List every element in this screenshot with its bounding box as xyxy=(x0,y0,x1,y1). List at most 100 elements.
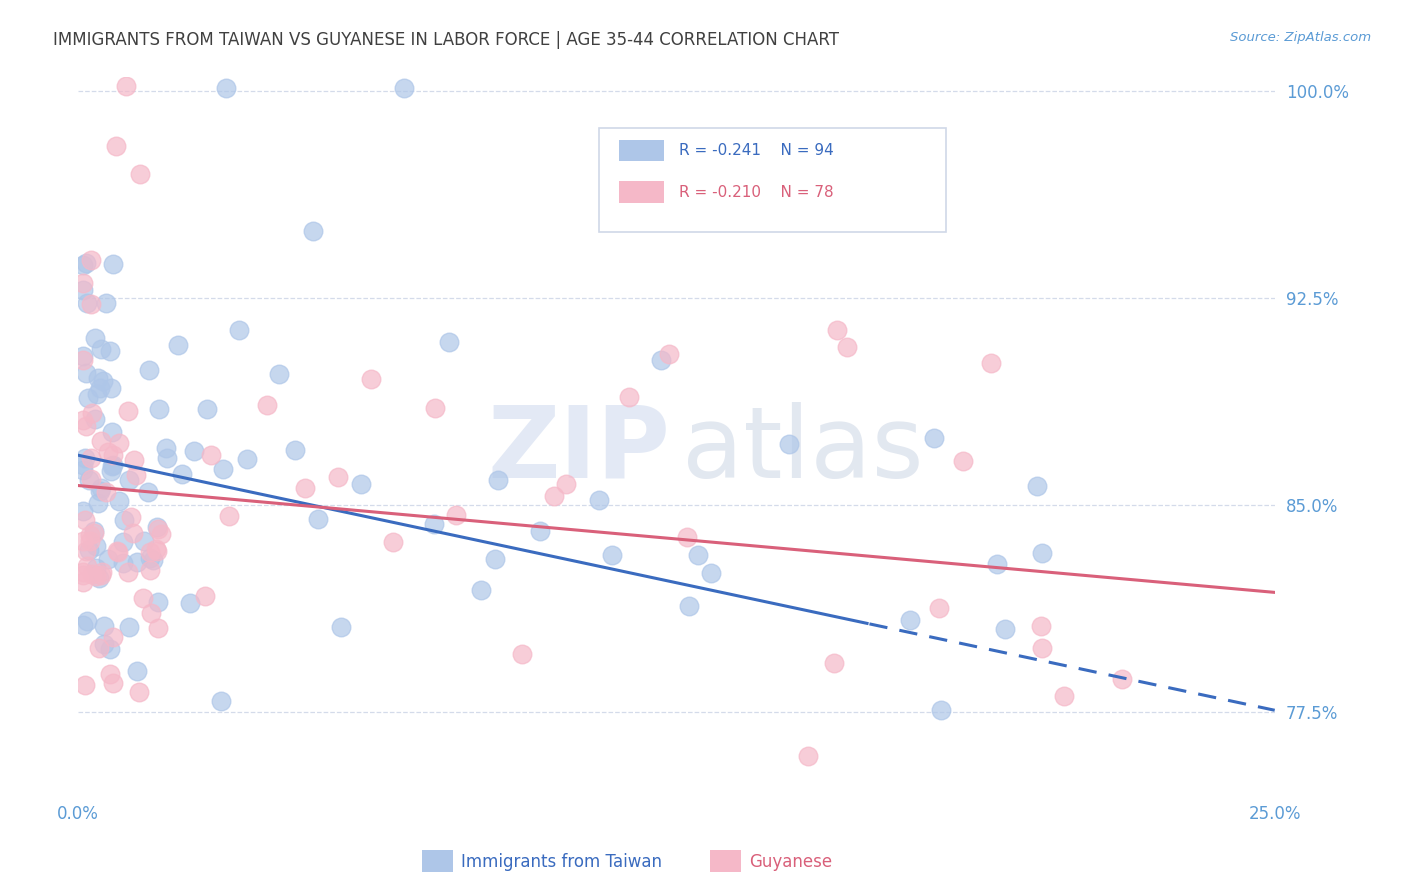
Point xyxy=(444,508,467,522)
Point xyxy=(108,435,131,450)
Point xyxy=(112,513,135,527)
Point xyxy=(486,474,509,488)
Point xyxy=(952,454,974,468)
Point xyxy=(76,295,98,310)
Point xyxy=(392,81,415,95)
Point xyxy=(218,508,240,523)
Point xyxy=(91,565,114,579)
Point xyxy=(77,543,100,558)
Point xyxy=(148,402,170,417)
Point xyxy=(1031,640,1053,655)
Point xyxy=(986,558,1008,572)
Point xyxy=(146,543,169,558)
Point xyxy=(148,621,170,635)
Point xyxy=(141,606,163,620)
Point xyxy=(115,78,138,93)
Point xyxy=(83,525,105,540)
Point xyxy=(75,419,97,434)
Point xyxy=(617,390,640,404)
Point xyxy=(75,367,97,381)
Point xyxy=(72,574,94,589)
Point xyxy=(72,413,94,427)
Point xyxy=(588,493,610,508)
Point xyxy=(93,637,115,651)
Point xyxy=(105,544,128,558)
Point xyxy=(72,618,94,632)
Point xyxy=(120,510,142,524)
Point xyxy=(101,257,124,271)
Point xyxy=(127,555,149,569)
Point xyxy=(103,630,125,644)
Point xyxy=(994,622,1017,636)
Point xyxy=(112,556,135,570)
Point xyxy=(101,458,124,473)
Point xyxy=(209,694,232,708)
Point xyxy=(134,534,156,549)
Point xyxy=(138,485,160,500)
Point xyxy=(146,595,169,609)
Point xyxy=(103,675,125,690)
Point xyxy=(100,381,122,395)
Point xyxy=(155,442,177,456)
Point xyxy=(80,567,103,582)
Point xyxy=(676,530,699,544)
Point xyxy=(980,356,1002,370)
Point xyxy=(179,596,201,610)
Point xyxy=(194,589,217,603)
Point xyxy=(146,519,169,533)
Point xyxy=(117,565,139,579)
Point xyxy=(87,371,110,385)
Text: Immigrants from Taiwan: Immigrants from Taiwan xyxy=(461,853,662,871)
Point xyxy=(111,534,134,549)
Point xyxy=(484,552,506,566)
Point xyxy=(132,591,155,605)
Point xyxy=(307,512,329,526)
Point xyxy=(86,387,108,401)
Point xyxy=(823,656,845,670)
Point xyxy=(658,347,681,361)
Point xyxy=(122,525,145,540)
Point xyxy=(101,458,124,473)
Point xyxy=(330,620,353,634)
Point xyxy=(1031,546,1053,560)
Bar xyxy=(619,181,665,202)
Point xyxy=(105,139,128,153)
Point xyxy=(600,548,623,562)
Point xyxy=(72,276,94,290)
Point xyxy=(76,392,98,406)
Point xyxy=(543,489,565,503)
Point xyxy=(837,340,859,354)
Point xyxy=(470,582,492,597)
Point xyxy=(89,381,111,395)
Point xyxy=(166,338,188,352)
Point xyxy=(73,678,96,692)
Point xyxy=(256,398,278,412)
Text: IMMIGRANTS FROM TAIWAN VS GUYANESE IN LABOR FORCE | AGE 35-44 CORRELATION CHART: IMMIGRANTS FROM TAIWAN VS GUYANESE IN LA… xyxy=(53,31,839,49)
Point xyxy=(72,352,94,367)
Point xyxy=(83,524,105,538)
Point xyxy=(98,344,121,359)
Point xyxy=(93,619,115,633)
Point xyxy=(211,462,233,476)
Point xyxy=(139,563,162,577)
Point xyxy=(100,425,122,440)
Point xyxy=(72,258,94,272)
Point xyxy=(87,496,110,510)
Point xyxy=(922,431,945,445)
Point xyxy=(72,504,94,518)
Point xyxy=(72,565,94,579)
Point xyxy=(139,551,162,566)
Point xyxy=(236,451,259,466)
Point xyxy=(73,513,96,527)
Point xyxy=(650,353,672,368)
Point xyxy=(269,368,291,382)
Point xyxy=(439,334,461,349)
Point xyxy=(1111,672,1133,686)
Point xyxy=(423,401,446,416)
Point xyxy=(172,467,194,482)
Point xyxy=(89,571,111,585)
Point xyxy=(138,363,160,377)
Point xyxy=(350,477,373,491)
Point xyxy=(80,252,103,267)
Point xyxy=(90,342,112,356)
